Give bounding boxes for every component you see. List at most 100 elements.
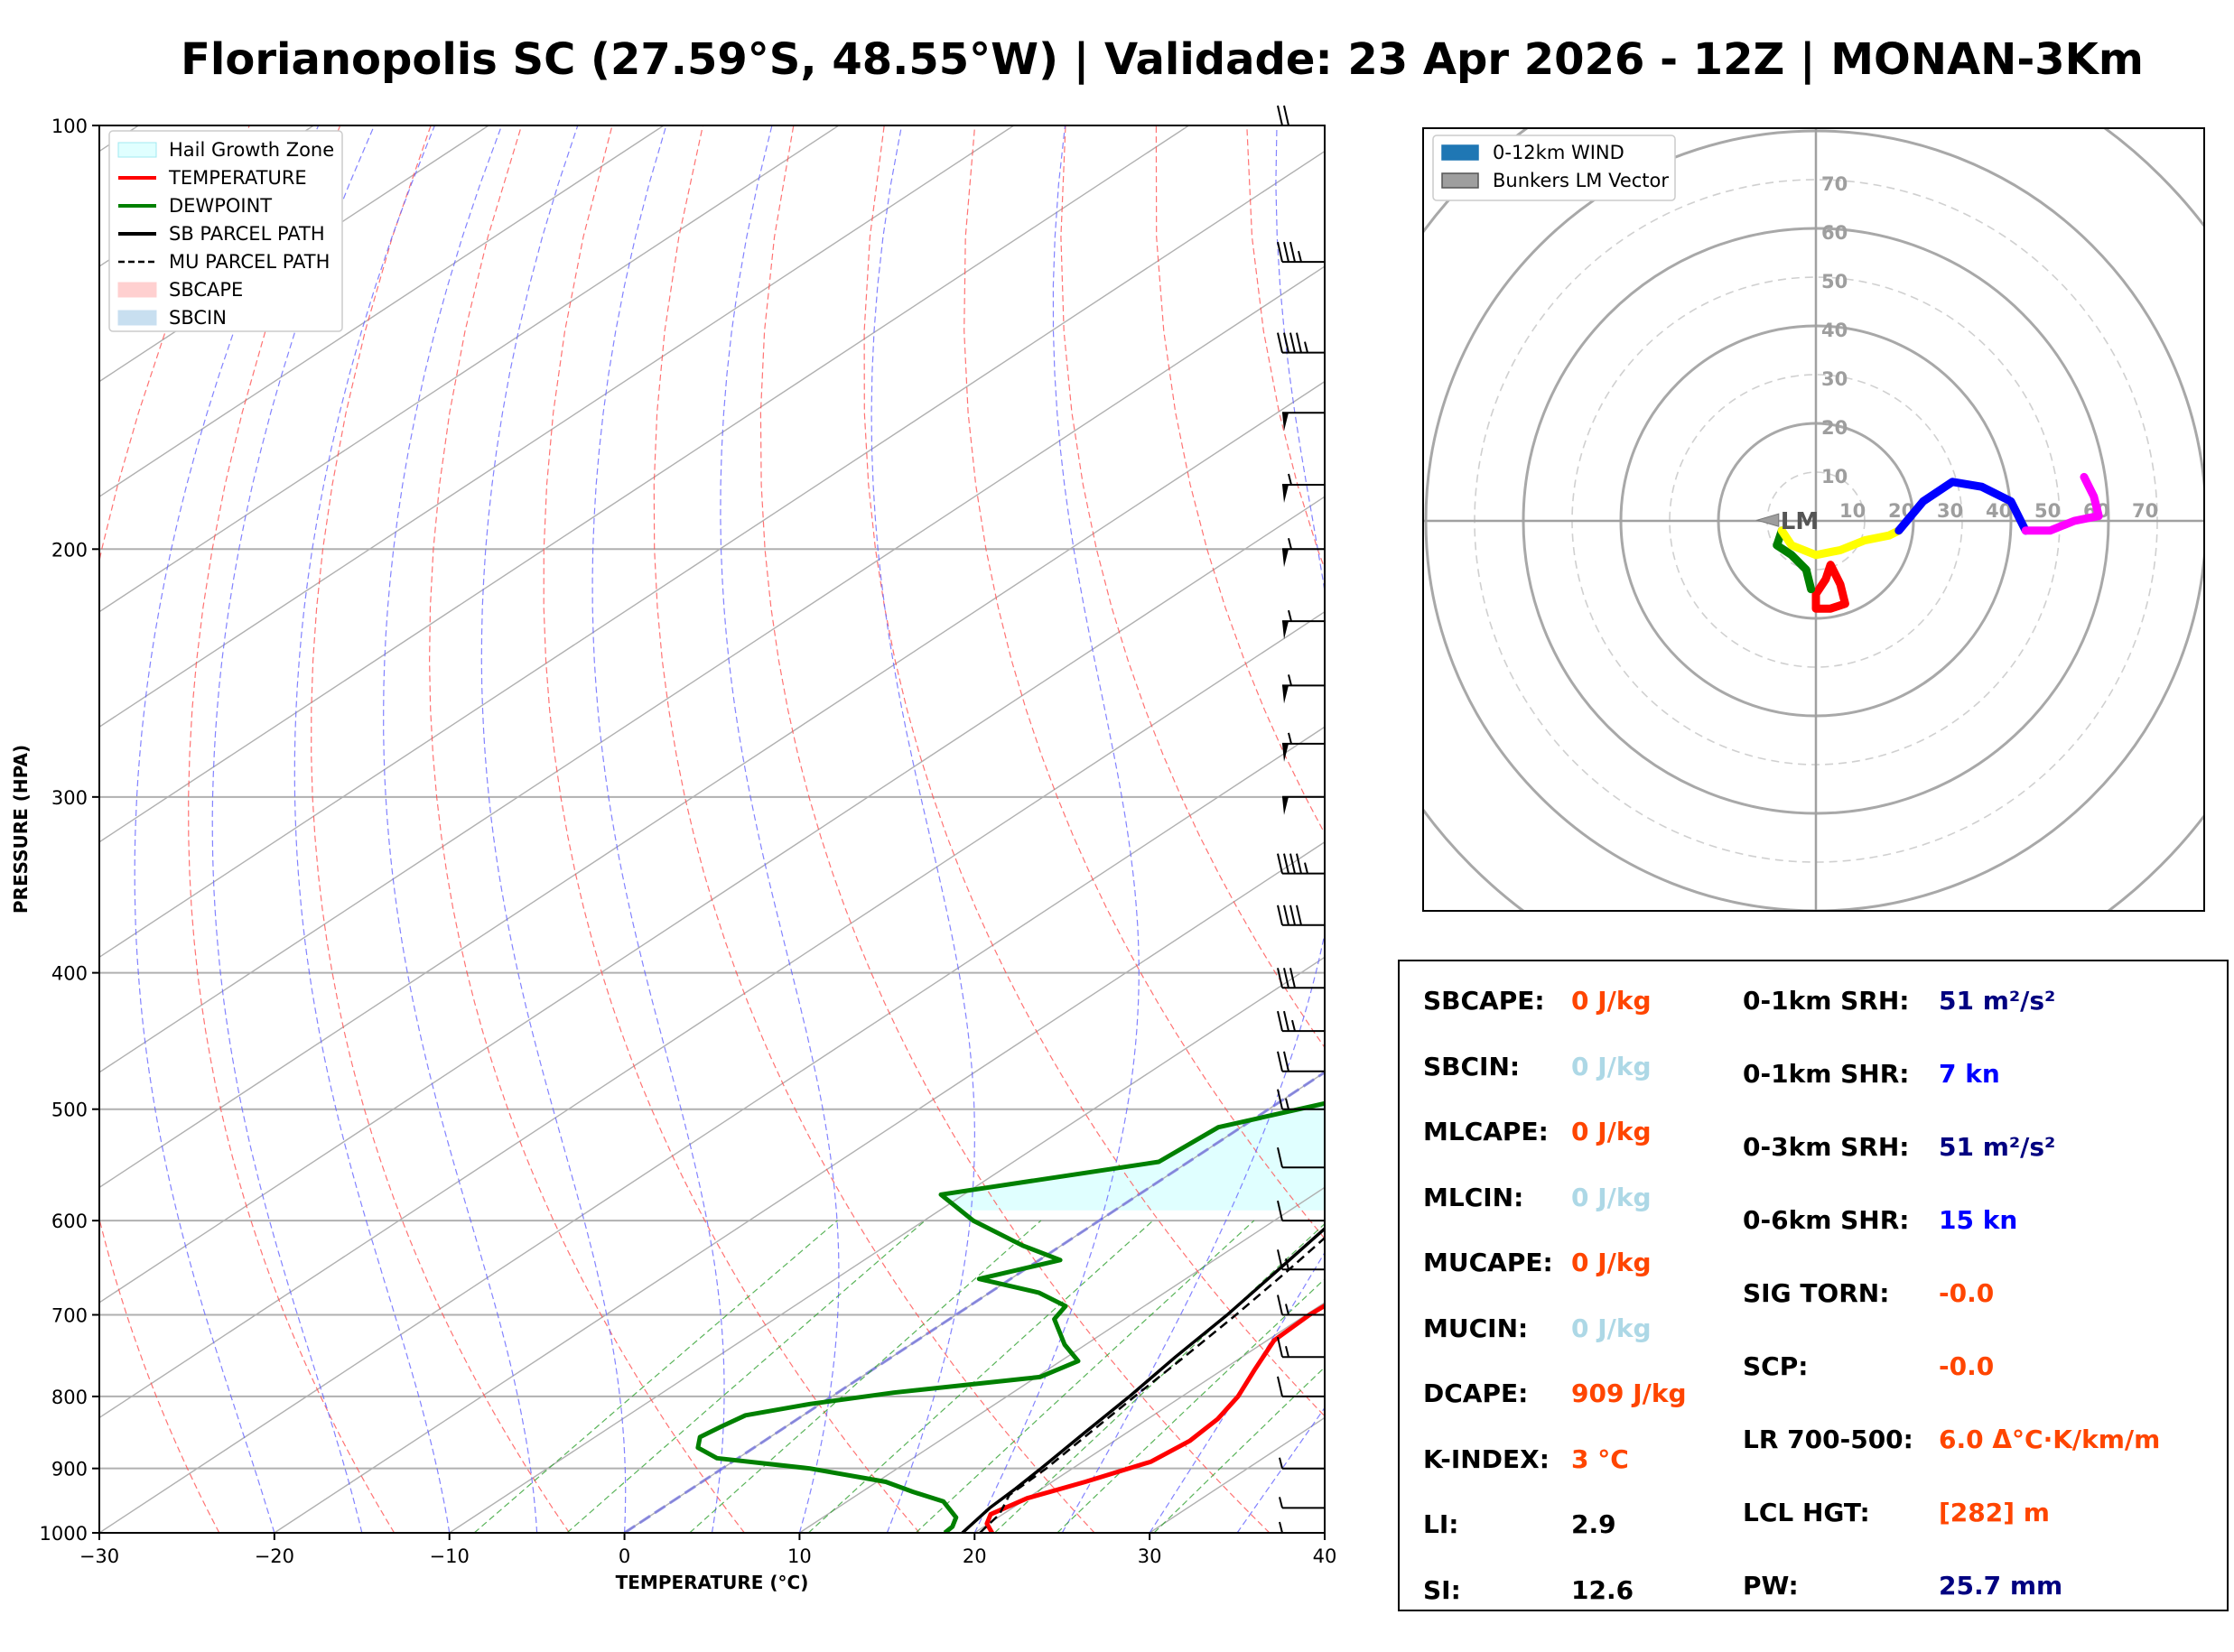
parameter-label: SIG TORN: bbox=[1743, 1278, 1890, 1308]
wind-barb-flag bbox=[1283, 1010, 1289, 1032]
wind-barb bbox=[1277, 1010, 1326, 1033]
dry-adiabat-line bbox=[311, 125, 570, 1533]
hodograph-minor-ring bbox=[1425, 130, 2204, 911]
skewt-plot-area bbox=[99, 125, 1325, 1533]
parameter-label: LR 700-500: bbox=[1743, 1425, 1913, 1454]
wind-barb-flag bbox=[1289, 905, 1296, 926]
wind-barb bbox=[1277, 1295, 1326, 1316]
dry-adiabat-line bbox=[1155, 125, 1325, 835]
moist-adiabat-line bbox=[1324, 1531, 1325, 1533]
wind-barb-half-flag bbox=[1291, 1019, 1296, 1032]
moist-adiabat-line bbox=[293, 125, 451, 1533]
wind-barb-half-flag bbox=[1285, 1258, 1289, 1270]
legend-swatch bbox=[1441, 144, 1479, 161]
wind-barb-half-flag bbox=[1288, 538, 1292, 550]
parameter-label: SBCIN: bbox=[1423, 1051, 1521, 1081]
wind-barb-flag bbox=[1277, 105, 1283, 126]
parameter-value: 0 J/kg bbox=[1571, 986, 1652, 1016]
legend-label: SBCAPE bbox=[169, 279, 243, 301]
wind-barb-flag bbox=[1277, 853, 1283, 874]
wind-barb-half-flag bbox=[1285, 1304, 1289, 1315]
wind-barb-flag bbox=[1277, 1051, 1283, 1072]
wind-barb-flag bbox=[1283, 105, 1289, 126]
parameter-value: 0 J/kg bbox=[1571, 1051, 1652, 1081]
mixing-ratio-line bbox=[473, 1220, 838, 1533]
hodograph-ring-label: 70 bbox=[2132, 500, 2158, 522]
dry-adiabat-line bbox=[188, 125, 396, 1533]
parameter-value: -0.0 bbox=[1939, 1351, 1995, 1381]
legend-label: Bunkers LM Vector bbox=[1493, 170, 1669, 191]
wind-barb-flag bbox=[1289, 241, 1296, 263]
parameter-label: SI: bbox=[1423, 1574, 1461, 1605]
wind-barb-half-flag bbox=[1279, 1497, 1283, 1508]
hodograph-ring-label: 60 bbox=[2083, 500, 2109, 522]
hodograph-minor-ring bbox=[1571, 276, 2061, 766]
dry-adiabat-line bbox=[1060, 125, 1325, 1049]
hodograph-ring-label: 20 bbox=[1888, 500, 1914, 522]
parameter-value: 0 J/kg bbox=[1571, 1182, 1652, 1212]
x-tick-label: −30 bbox=[79, 1545, 119, 1567]
wind-barb-half-flag bbox=[1285, 1098, 1289, 1109]
wind-barb bbox=[1282, 795, 1326, 815]
legend-swatch bbox=[117, 142, 157, 158]
parameter-value: 51 m²/s² bbox=[1939, 1132, 2056, 1162]
wind-barb bbox=[1279, 1457, 1326, 1470]
mixing-ratio-line bbox=[1153, 1366, 1325, 1533]
isotherm-line bbox=[99, 125, 840, 613]
isotherm-line bbox=[1324, 1532, 1325, 1533]
parameter-label: DCAPE: bbox=[1423, 1378, 1529, 1408]
parameter-value: 2.9 bbox=[1571, 1509, 1616, 1539]
legend-label: SB PARCEL PATH bbox=[169, 223, 325, 245]
legend-frame bbox=[1432, 135, 1676, 201]
moist-adiabat-line bbox=[720, 125, 840, 1533]
wind-barb-pennant bbox=[1282, 413, 1289, 432]
hodograph-wind-segment bbox=[2021, 472, 2103, 535]
wind-barb-half-flag bbox=[1288, 473, 1292, 486]
wind-barb-flag bbox=[1277, 1249, 1283, 1270]
hodograph-ring-label: 10 bbox=[1839, 500, 1866, 522]
legend-label: DEWPOINT bbox=[169, 195, 272, 217]
parameter-label: MUCIN: bbox=[1423, 1313, 1529, 1343]
hodograph-ring-label: 50 bbox=[2034, 500, 2061, 522]
wind-barb-flag bbox=[1289, 332, 1296, 353]
parameter-label: K-INDEX: bbox=[1423, 1443, 1550, 1474]
parameter-value: 7 kn bbox=[1939, 1059, 2000, 1089]
hodograph-frame bbox=[1422, 127, 2205, 912]
dry-adiabat-line bbox=[759, 125, 1271, 1533]
wind-barb bbox=[1277, 1051, 1326, 1072]
mixing-ratio-line bbox=[915, 1220, 1255, 1533]
isotherm-line bbox=[973, 1302, 1325, 1533]
mixing-ratio-line bbox=[807, 1220, 1154, 1533]
parameter-value: 25.7 mm bbox=[1939, 1571, 2063, 1601]
mixing-ratio-line bbox=[1056, 1278, 1325, 1533]
x-axis-label: TEMPERATURE (°C) bbox=[616, 1572, 809, 1593]
isotherm-line bbox=[99, 125, 665, 497]
wind-barb-flag bbox=[1277, 1089, 1283, 1109]
moist-adiabat-line bbox=[870, 125, 976, 1533]
wind-barb bbox=[1282, 609, 1326, 640]
x-tick-label: 0 bbox=[619, 1545, 630, 1567]
x-tick-label: 20 bbox=[963, 1545, 987, 1567]
parameter-label: PW: bbox=[1743, 1571, 1799, 1601]
parameter-value: 909 J/kg bbox=[1571, 1378, 1687, 1408]
moist-adiabat-line bbox=[591, 125, 725, 1533]
parameter-value: 0 J/kg bbox=[1571, 1313, 1652, 1343]
wind-barb bbox=[1277, 1089, 1326, 1110]
wind-barb bbox=[1277, 1146, 1326, 1169]
wind-barb bbox=[1282, 473, 1326, 503]
x-tick-label: 30 bbox=[1138, 1545, 1162, 1567]
parameter-label: MUCAPE: bbox=[1423, 1248, 1553, 1277]
wind-barb-flag bbox=[1283, 1051, 1289, 1072]
legend-frame bbox=[108, 130, 343, 332]
hodograph-ring-label: 10 bbox=[1821, 466, 1848, 487]
legend-label: 0-12km WIND bbox=[1493, 142, 1624, 163]
mixing-ratio-line bbox=[566, 1220, 926, 1533]
wind-barb bbox=[1282, 412, 1326, 432]
hodograph-minor-ring bbox=[1474, 179, 2158, 863]
wind-barb-pennant bbox=[1282, 485, 1289, 503]
parameter-value: 51 m²/s² bbox=[1939, 986, 2056, 1016]
isotherm-line bbox=[99, 726, 1325, 1533]
y-axis-label: PRESSURE (HPA) bbox=[10, 745, 32, 914]
moist-adiabat-line bbox=[383, 125, 538, 1533]
dry-adiabat-line bbox=[653, 125, 1095, 1533]
